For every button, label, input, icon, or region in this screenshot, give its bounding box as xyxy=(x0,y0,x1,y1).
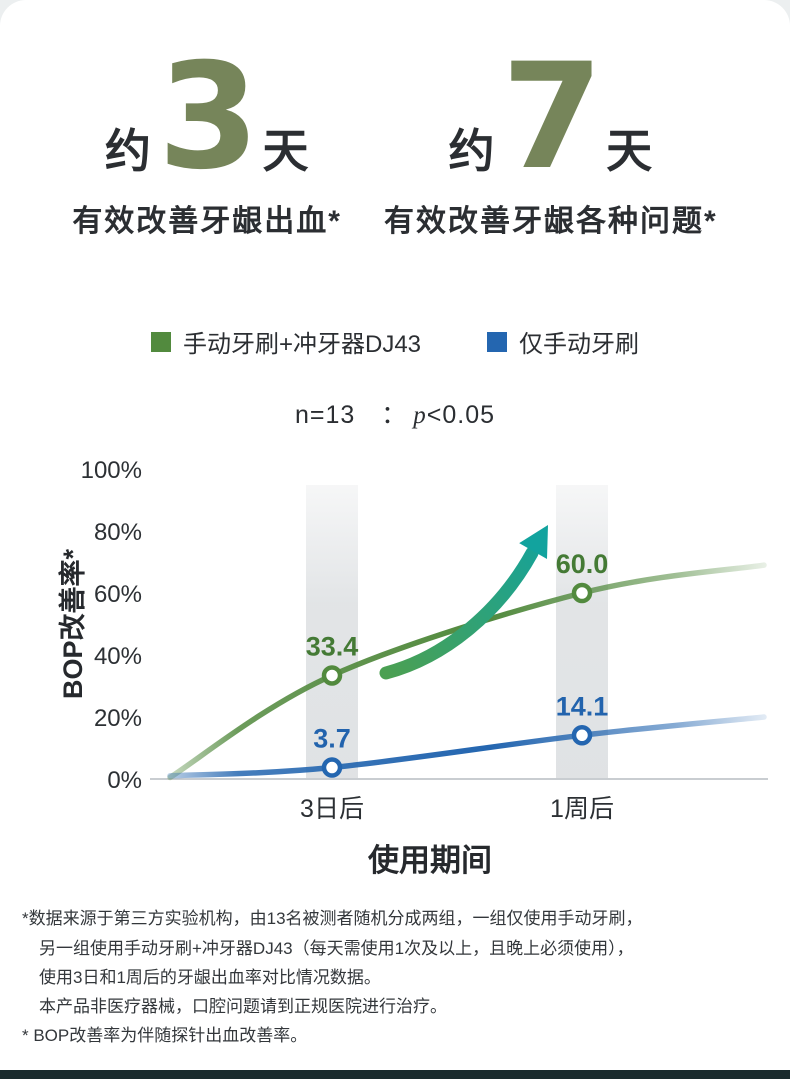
svg-text:60%: 60% xyxy=(94,581,142,608)
bop-improvement-line-chart: 0% 20% 40% 60% 80% 100% 33.4 60.0 3.7 14.1 3日后 1周后使… xyxy=(57,457,768,878)
note-separator: ： xyxy=(355,401,408,430)
footnote-line: *数据来源于第三方实验机构，由13名被测者随机分成两组，一组仅使用手动牙刷， xyxy=(22,909,643,929)
legend-item-flosser: 手动牙刷+冲牙器DJ43 xyxy=(150,324,422,359)
stat-3-days: 约 3 天 有效改善牙龈出血* xyxy=(72,32,342,240)
footnote-line: 本产品非医疗器械，口腔问题请到正规医院进行治疗。 xyxy=(39,997,447,1017)
legend-label: 手动牙刷+冲牙器DJ43 xyxy=(182,331,422,359)
legend-swatch-green xyxy=(150,331,171,352)
footnote-line: * BOP改善率为伴随探针出血改善率。 xyxy=(22,1026,308,1046)
stat-3-days-line: 约 3 天 xyxy=(72,32,342,202)
svg-text:0%: 0% xyxy=(107,767,142,794)
svg-text:3日后: 3日后 xyxy=(300,795,364,823)
stat-caption: 有效改善牙龈出血* xyxy=(72,205,342,239)
stat-7-days: 约 7 天 有效改善牙龈各种问题* xyxy=(384,32,718,240)
stat-prefix: 约 xyxy=(104,125,152,177)
footnote-line: 另一组使用手动牙刷+冲牙器DJ43（每天需使用1次及以上，且晚上必须使用）， xyxy=(39,938,634,958)
svg-text:使用期间: 使用期间 xyxy=(367,843,492,878)
legend-label: 仅手动牙刷 xyxy=(519,331,640,359)
stat-suffix: 天 xyxy=(262,125,310,177)
chart-legend: 手动牙刷+冲牙器DJ43 仅手动牙刷 xyxy=(0,324,790,359)
p-threshold: <0.05 xyxy=(426,401,496,430)
legend-swatch-blue xyxy=(487,331,508,352)
stat-number: 3 xyxy=(157,32,260,202)
footnote-line: 使用3日和1周后的牙龈出血率对比情况数据。 xyxy=(39,967,381,987)
svg-text:80%: 80% xyxy=(94,519,142,546)
svg-text:40%: 40% xyxy=(94,643,142,670)
svg-text:14.1: 14.1 xyxy=(556,692,609,722)
svg-text:100%: 100% xyxy=(81,457,142,484)
stat-7-days-line: 约 7 天 xyxy=(384,32,718,202)
next-section-edge xyxy=(0,1070,790,1079)
svg-text:33.4: 33.4 xyxy=(306,632,359,662)
stat-prefix: 约 xyxy=(448,125,496,177)
svg-text:3.7: 3.7 xyxy=(313,724,351,754)
footnotes: *数据来源于第三方实验机构，由13名被测者随机分成两组，一组仅使用手动牙刷， 另… xyxy=(0,890,790,1050)
p-variable: p xyxy=(413,402,427,430)
n-value: n=13 xyxy=(294,401,356,430)
sample-size-note: n=13 ： p<0.05 xyxy=(0,395,790,431)
svg-text:20%: 20% xyxy=(94,705,142,732)
headline-stats: 约 3 天 有效改善牙龈出血* 约 7 天 有效改善牙龈各种问题* xyxy=(0,0,790,240)
stat-suffix: 天 xyxy=(606,125,654,177)
legend-item-manual-only: 仅手动牙刷 xyxy=(487,324,639,359)
svg-text:1周后: 1周后 xyxy=(550,795,614,823)
stat-caption: 有效改善牙龈各种问题* xyxy=(384,205,718,239)
svg-text:BOP改善率*: BOP改善率* xyxy=(57,549,88,700)
svg-text:60.0: 60.0 xyxy=(556,549,609,579)
stat-number: 7 xyxy=(501,32,604,202)
